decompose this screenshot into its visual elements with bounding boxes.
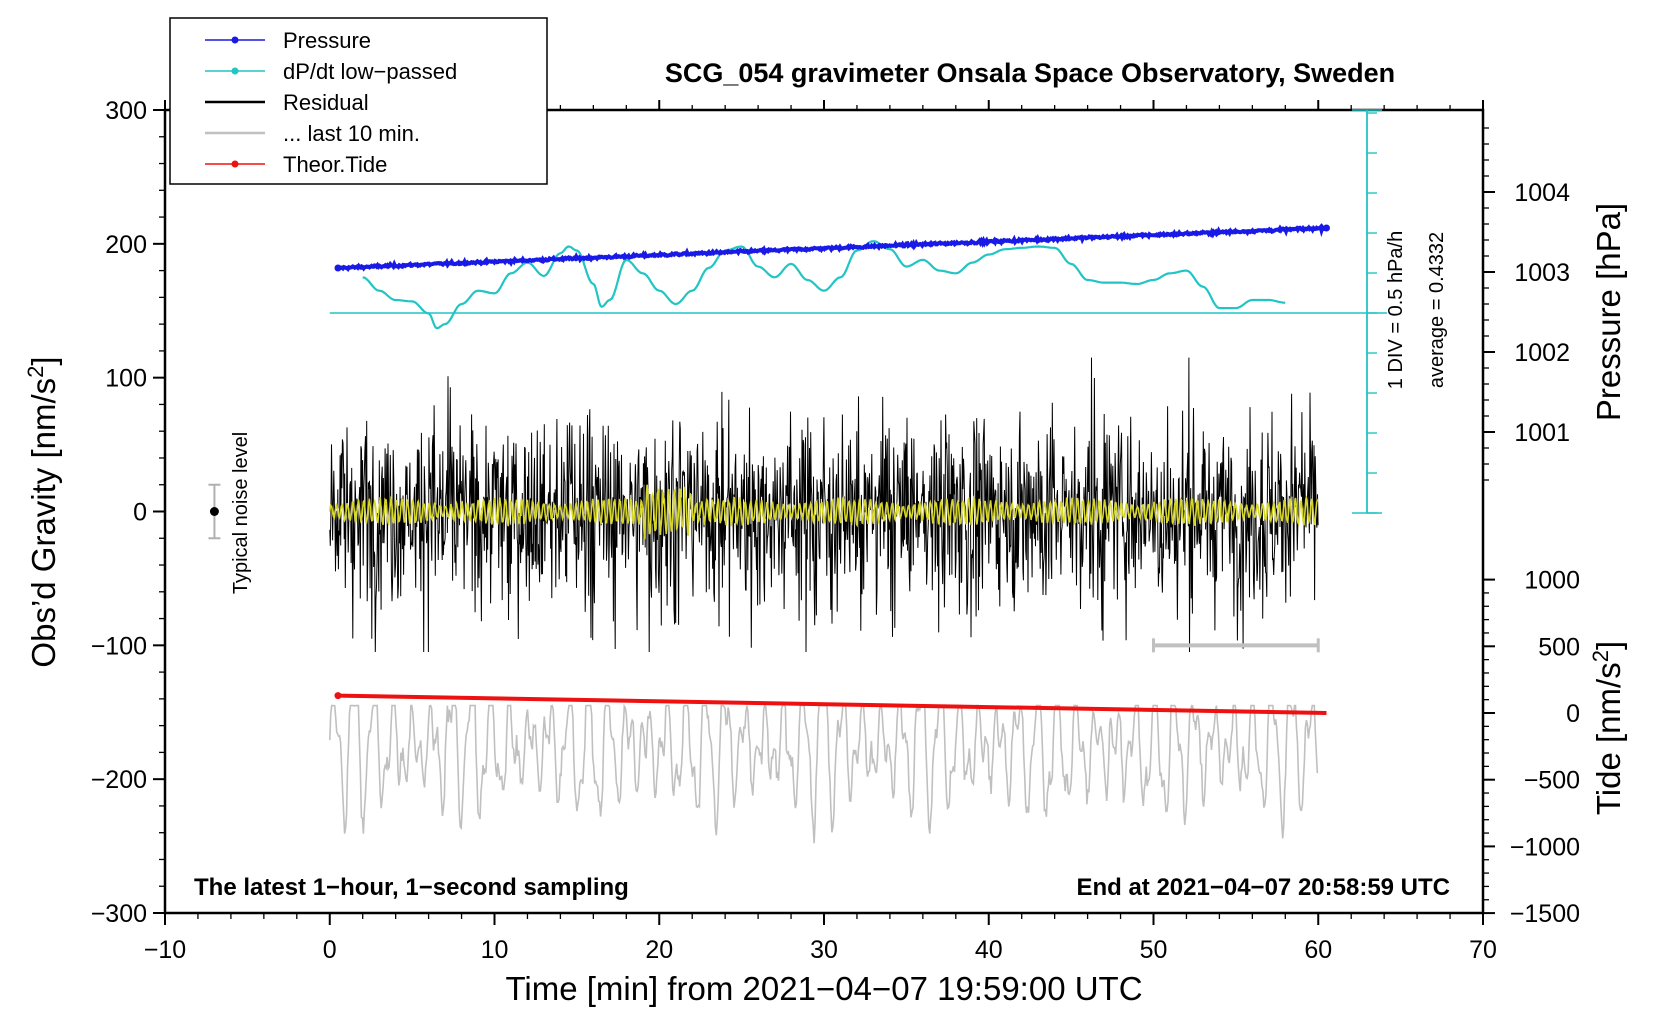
filtered-series	[329, 484, 1319, 540]
y-tick-label: −200	[91, 766, 147, 794]
dpdt-series	[362, 240, 1286, 330]
x-tick-label: −10	[144, 936, 186, 964]
y-tick-label: 300	[105, 97, 147, 125]
legend-item-pressure: Pressure	[205, 28, 371, 53]
chart-title: SCG_054 gravimeter Onsala Space Observat…	[665, 58, 1395, 88]
y-tick-label: 100	[105, 365, 147, 393]
average-label: average = 0.4332	[1426, 232, 1448, 388]
tick-layer: −10 0 10 20 30 40 50 60 703002001000−100−200−300…	[91, 97, 1580, 964]
pressure-end-point	[1322, 224, 1330, 232]
tide-tick-label: −500	[1524, 767, 1580, 795]
noise-label: Typical noise level	[230, 432, 252, 594]
x-tick-label: 10	[481, 936, 509, 964]
svg-text:... last 10 min.: ... last 10 min.	[283, 121, 420, 146]
footer-left: The latest 1−hour, 1−second sampling	[194, 874, 629, 901]
footer-right: End at 2021−04−07 20:58:59 UTC	[1076, 874, 1450, 901]
svg-text:Pressure: Pressure	[283, 28, 371, 53]
tide-tick-label: 500	[1538, 633, 1580, 661]
y-tick-label: 0	[133, 499, 147, 527]
x-axis-label: Time [min] from 2021−04−07 19:59:00 UTC	[505, 970, 1142, 1007]
div-label: 1 DIV = 0.5 hPa/h	[1385, 231, 1407, 389]
pressure-series	[337, 223, 1327, 272]
legend-item-tide: Theor.Tide	[205, 152, 387, 177]
legend-item-residual: Residual	[205, 90, 369, 115]
x-tick-label: 20	[645, 936, 673, 964]
x-tick-label: 0	[323, 936, 337, 964]
tide-tick-label: −1000	[1510, 833, 1580, 861]
y-axis-left-label: Obs’d Gravity [nm/s2]	[23, 356, 62, 667]
pressure-tick-label: 1003	[1514, 259, 1570, 287]
legend-item-dpdt: dP/dt low−passed	[205, 59, 457, 84]
y-axis-pressure-label: Pressure [hPa]	[1590, 203, 1627, 421]
pressure-start-point	[334, 264, 342, 272]
legend-item-last10: ... last 10 min.	[205, 121, 420, 146]
y-tick-label: 200	[105, 231, 147, 259]
x-tick-label: 70	[1469, 936, 1497, 964]
svg-text:Residual: Residual	[283, 90, 369, 115]
x-tick-label: 30	[810, 936, 838, 964]
tide-tick-label: 0	[1566, 700, 1580, 728]
x-tick-label: 50	[1140, 936, 1168, 964]
y-tick-label: −100	[91, 632, 147, 660]
pressure-tick-label: 1001	[1514, 419, 1570, 447]
tide-tick-label: −1500	[1510, 900, 1580, 928]
svg-text:Theor.Tide: Theor.Tide	[283, 152, 387, 177]
x-tick-label: 60	[1304, 936, 1332, 964]
legend: Pressure dP/dt low−passed Residual ... l…	[169, 17, 548, 185]
x-tick-label: 40	[975, 936, 1003, 964]
pressure-tick-label: 1002	[1514, 339, 1570, 367]
tide-series	[337, 693, 1327, 715]
tide-tick-label: 1000	[1524, 567, 1580, 595]
y-axis-tide-label: Tide [nm/s2]	[1588, 641, 1627, 815]
tide-start-point	[334, 692, 342, 700]
svg-text:dP/dt low−passed: dP/dt low−passed	[283, 59, 457, 84]
last10-series	[329, 703, 1319, 844]
series-layer	[208, 109, 1387, 844]
pressure-tick-label: 1004	[1514, 179, 1570, 207]
y-tick-label: −300	[91, 900, 147, 928]
noise-center-point	[209, 507, 219, 516]
residual-series	[329, 357, 1319, 653]
